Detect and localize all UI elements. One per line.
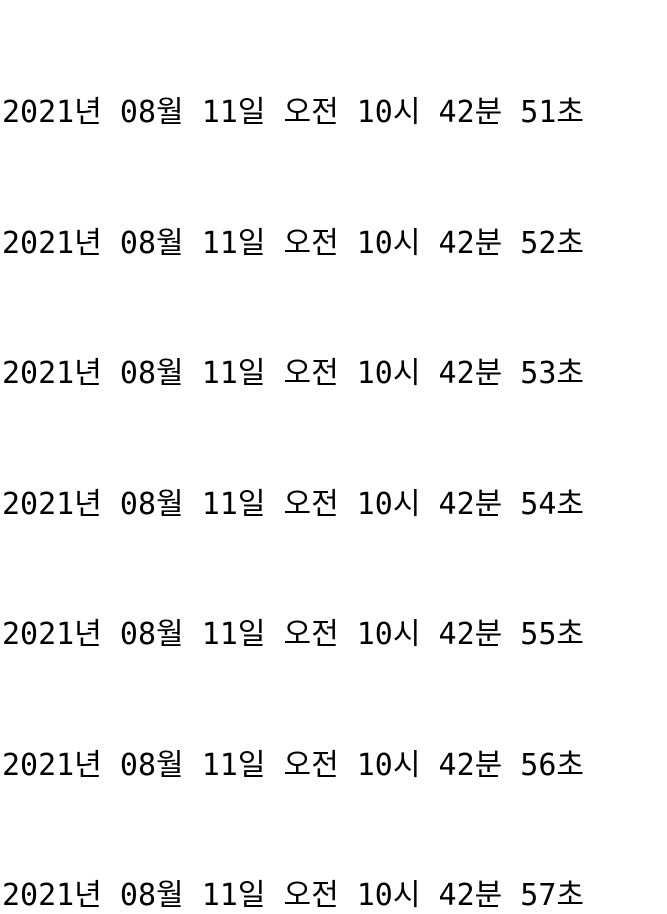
output-line: 2021년 08월 11일 오전 10시 42분 56초 bbox=[2, 747, 585, 783]
output-line: 2021년 08월 11일 오전 10시 42분 57초 bbox=[2, 878, 585, 913]
console-output: 2021년 08월 11일 오전 10시 42분 51초 2021년 08월 1… bbox=[2, 95, 585, 913]
output-line: 2021년 08월 11일 오전 10시 42분 55초 bbox=[2, 617, 585, 652]
output-line: 2021년 08월 11일 오전 10시 42분 54초 bbox=[2, 486, 585, 522]
output-line: 2021년 08월 11일 오전 10시 42분 51초 bbox=[2, 95, 585, 130]
output-line: 2021년 08월 11일 오전 10시 42분 53초 bbox=[2, 356, 585, 391]
output-line: 2021년 08월 11일 오전 10시 42분 52초 bbox=[2, 225, 585, 261]
